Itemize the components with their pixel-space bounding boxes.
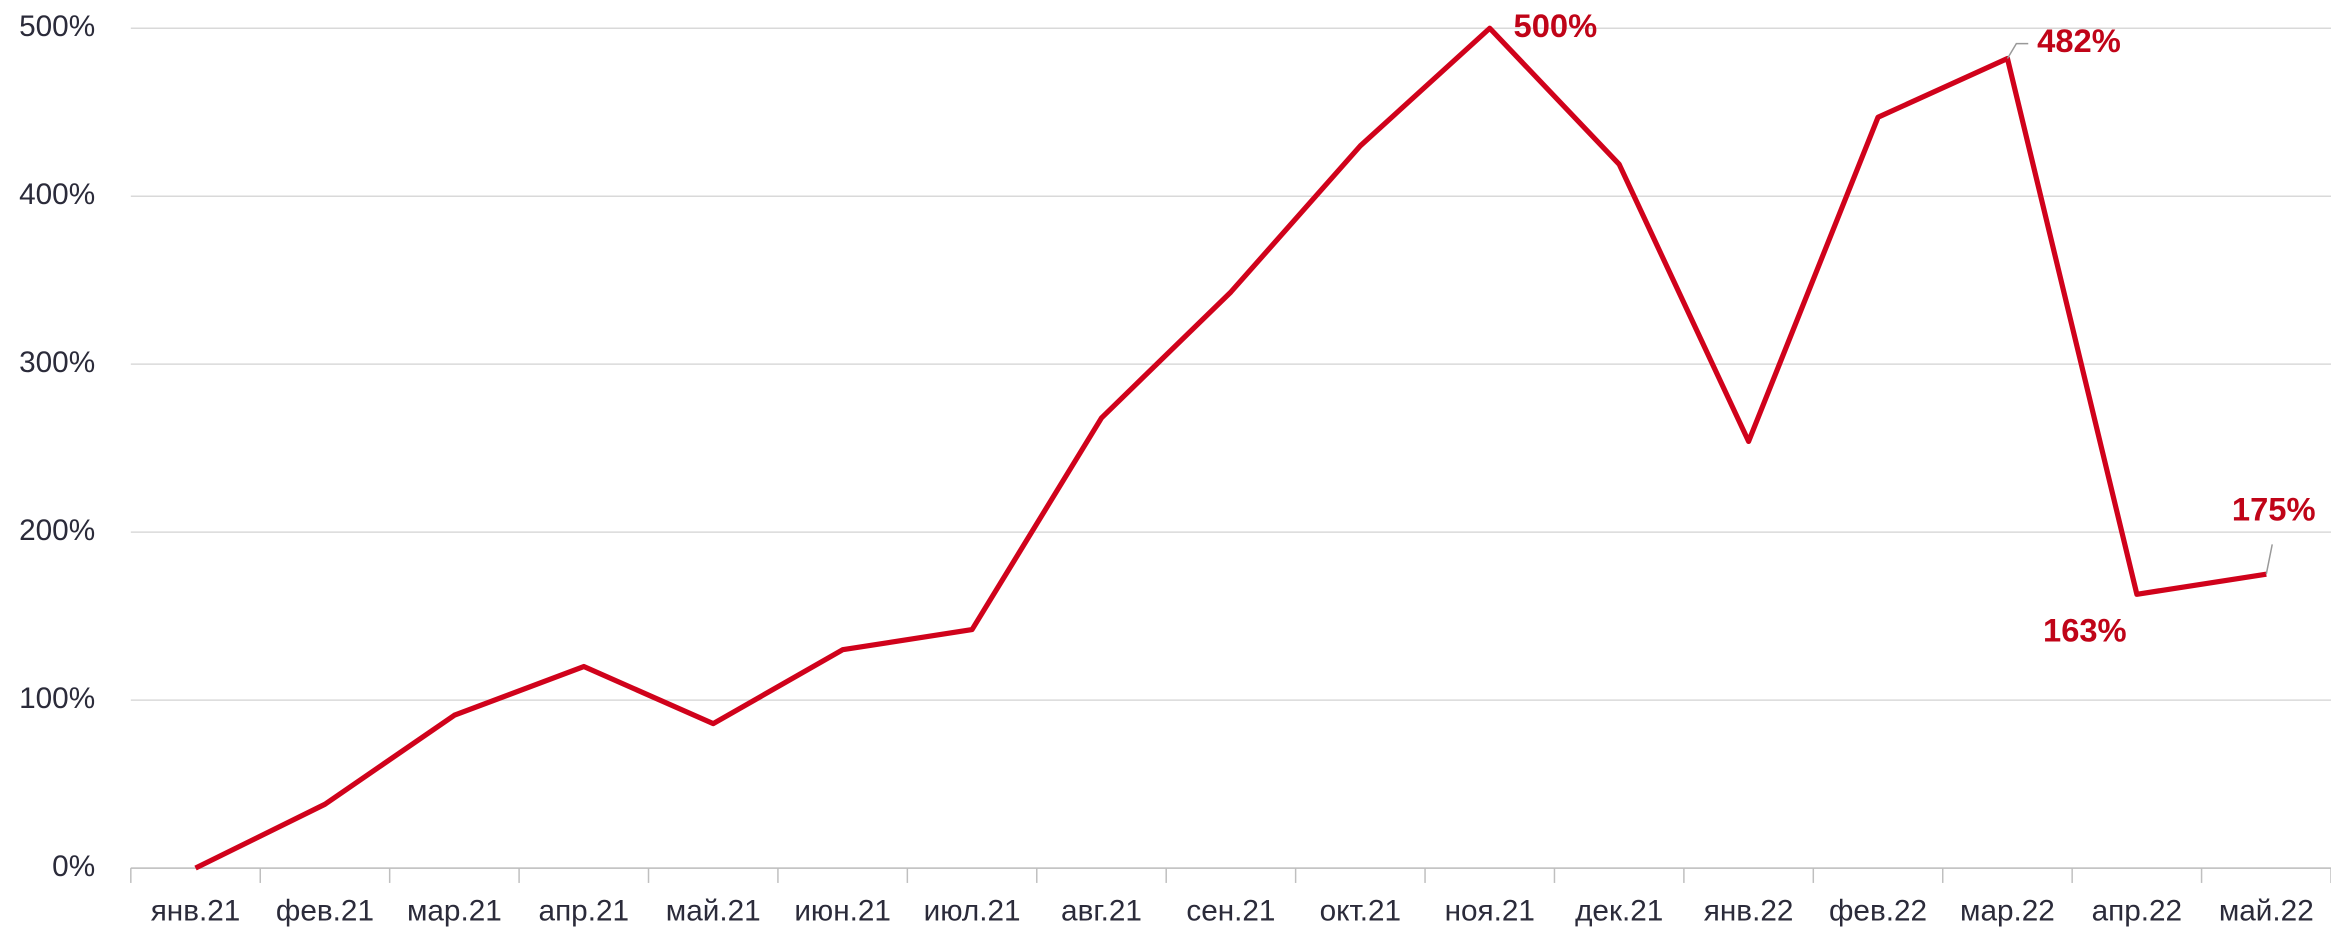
x-tick-label: дек.21 xyxy=(1575,895,1663,928)
x-tick-label: янв.22 xyxy=(1704,895,1794,928)
data-label: 163% xyxy=(2043,612,2127,649)
data-label: 175% xyxy=(2232,490,2316,527)
x-tick-label: янв.21 xyxy=(151,895,241,928)
leader-line xyxy=(2006,42,2029,59)
x-tick-label: авг.21 xyxy=(1061,895,1142,928)
y-tick-label: 400% xyxy=(19,178,95,211)
x-tick-label: мар.21 xyxy=(407,895,502,928)
x-tick-label: июн.21 xyxy=(794,895,891,928)
x-tick-label: апр.22 xyxy=(2092,895,2182,928)
y-tick-label: 300% xyxy=(19,346,95,379)
x-tick-label: мар.22 xyxy=(1960,895,2055,928)
y-tick-label: 200% xyxy=(19,514,95,547)
x-tick-label: фев.21 xyxy=(276,895,374,928)
data-label: 500% xyxy=(1514,7,1598,44)
data-label: 482% xyxy=(2037,22,2121,59)
x-tick-label: май.21 xyxy=(666,895,761,928)
x-tick-label: окт.21 xyxy=(1320,895,1402,928)
y-tick-label: 100% xyxy=(19,682,95,715)
leader-line xyxy=(2265,544,2273,575)
y-tick-label: 0% xyxy=(52,850,95,883)
line-series xyxy=(194,25,2267,871)
x-tick-label: май.22 xyxy=(2219,895,2314,928)
x-tick-label: сен.21 xyxy=(1186,895,1275,928)
x-tick-label: июл.21 xyxy=(924,895,1021,928)
y-tick-label: 500% xyxy=(19,10,95,43)
x-tick-label: фев.22 xyxy=(1829,895,1927,928)
x-tick-label: ноя.21 xyxy=(1445,895,1535,928)
x-tick-label: апр.21 xyxy=(539,895,629,928)
